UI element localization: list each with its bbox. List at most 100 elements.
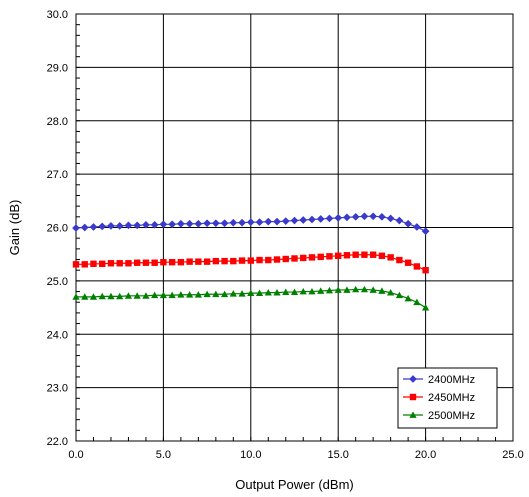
legend-label: 2400MHz	[428, 374, 475, 386]
legend: 2400MHz 2450MHz 2500MHz	[397, 367, 498, 429]
data-point	[421, 227, 430, 236]
data-point	[291, 255, 298, 262]
data-point	[422, 267, 429, 274]
data-point	[124, 221, 133, 230]
data-point	[265, 256, 272, 264]
data-point	[80, 223, 89, 232]
data-point	[264, 217, 273, 226]
data-point	[90, 260, 97, 267]
data-point	[352, 285, 360, 293]
y-tick-label: 24.0	[47, 329, 68, 341]
data-point	[116, 292, 124, 300]
data-point	[343, 286, 351, 293]
data-point	[290, 288, 299, 295]
data-point	[115, 221, 124, 230]
data-point	[325, 286, 334, 294]
data-point	[361, 251, 368, 258]
y-tick-label: 25.0	[47, 276, 68, 288]
legend-label: 2450MHz	[428, 392, 475, 404]
data-point	[220, 219, 229, 228]
data-point	[413, 263, 421, 270]
data-point	[72, 261, 80, 268]
data-point	[334, 286, 342, 293]
data-point	[404, 294, 412, 302]
data-point	[229, 218, 238, 227]
data-point	[150, 220, 159, 229]
data-point	[185, 219, 194, 228]
data-point	[159, 291, 167, 299]
data-point	[317, 287, 325, 294]
legend-item: 2450MHz	[403, 392, 475, 404]
data-point	[81, 261, 88, 268]
y-tick-label: 23.0	[47, 383, 68, 395]
data-point	[352, 251, 359, 258]
data-point	[124, 292, 133, 299]
data-point	[377, 212, 386, 221]
y-tick-label: 29.0	[47, 62, 68, 74]
data-point	[255, 289, 264, 297]
data-point	[203, 290, 211, 298]
series-2500MHz	[72, 285, 430, 311]
data-point	[238, 257, 246, 264]
data-point	[378, 287, 386, 294]
data-point	[168, 220, 177, 229]
data-point	[300, 254, 307, 262]
data-point	[334, 213, 343, 222]
data-point	[326, 253, 333, 260]
data-point	[203, 258, 211, 265]
legend-item: 2400MHz	[403, 374, 475, 386]
data-point	[107, 221, 115, 230]
data-point	[386, 214, 395, 223]
data-point	[308, 215, 316, 224]
series-2400MHz	[72, 212, 430, 236]
grid	[76, 14, 513, 441]
legend-marker	[409, 411, 417, 418]
data-point	[290, 216, 299, 225]
data-point	[255, 218, 264, 227]
x-tick-label: 15.0	[327, 449, 348, 461]
data-point	[176, 219, 185, 228]
data-point	[211, 219, 220, 228]
data-point	[343, 252, 351, 259]
data-point	[299, 216, 308, 224]
data-point	[247, 257, 254, 264]
data-point	[142, 292, 150, 299]
data-point	[325, 214, 334, 223]
y-tick-label: 27.0	[47, 169, 68, 181]
data-point	[238, 218, 247, 227]
data-point	[99, 260, 106, 267]
data-point	[168, 291, 176, 299]
data-point	[246, 218, 255, 227]
data-point	[125, 260, 132, 267]
data-point	[351, 212, 360, 221]
series-group	[72, 212, 430, 311]
data-point	[282, 288, 290, 295]
y-tick-label: 22.0	[47, 436, 68, 448]
data-point	[98, 222, 107, 231]
data-point	[387, 254, 394, 261]
data-point	[72, 224, 80, 232]
data-point	[342, 213, 351, 222]
data-point	[299, 287, 307, 295]
data-point	[203, 219, 212, 228]
data-point	[177, 258, 185, 266]
data-point	[186, 291, 194, 298]
data-point	[281, 217, 290, 226]
y-tick-label: 26.0	[47, 223, 68, 235]
data-point	[186, 258, 193, 265]
x-tick-label: 5.0	[156, 449, 171, 461]
y-tick-label: 30.0	[47, 9, 68, 21]
data-point	[308, 287, 316, 295]
data-point	[360, 212, 369, 221]
data-point	[81, 293, 89, 300]
x-tick-label: 25.0	[502, 449, 523, 461]
data-point	[369, 251, 377, 258]
data-point	[264, 289, 272, 296]
data-point	[89, 293, 98, 300]
data-point	[230, 257, 237, 265]
data-point	[360, 285, 369, 293]
data-point	[413, 298, 421, 306]
data-point	[412, 223, 421, 231]
data-point	[238, 290, 246, 297]
